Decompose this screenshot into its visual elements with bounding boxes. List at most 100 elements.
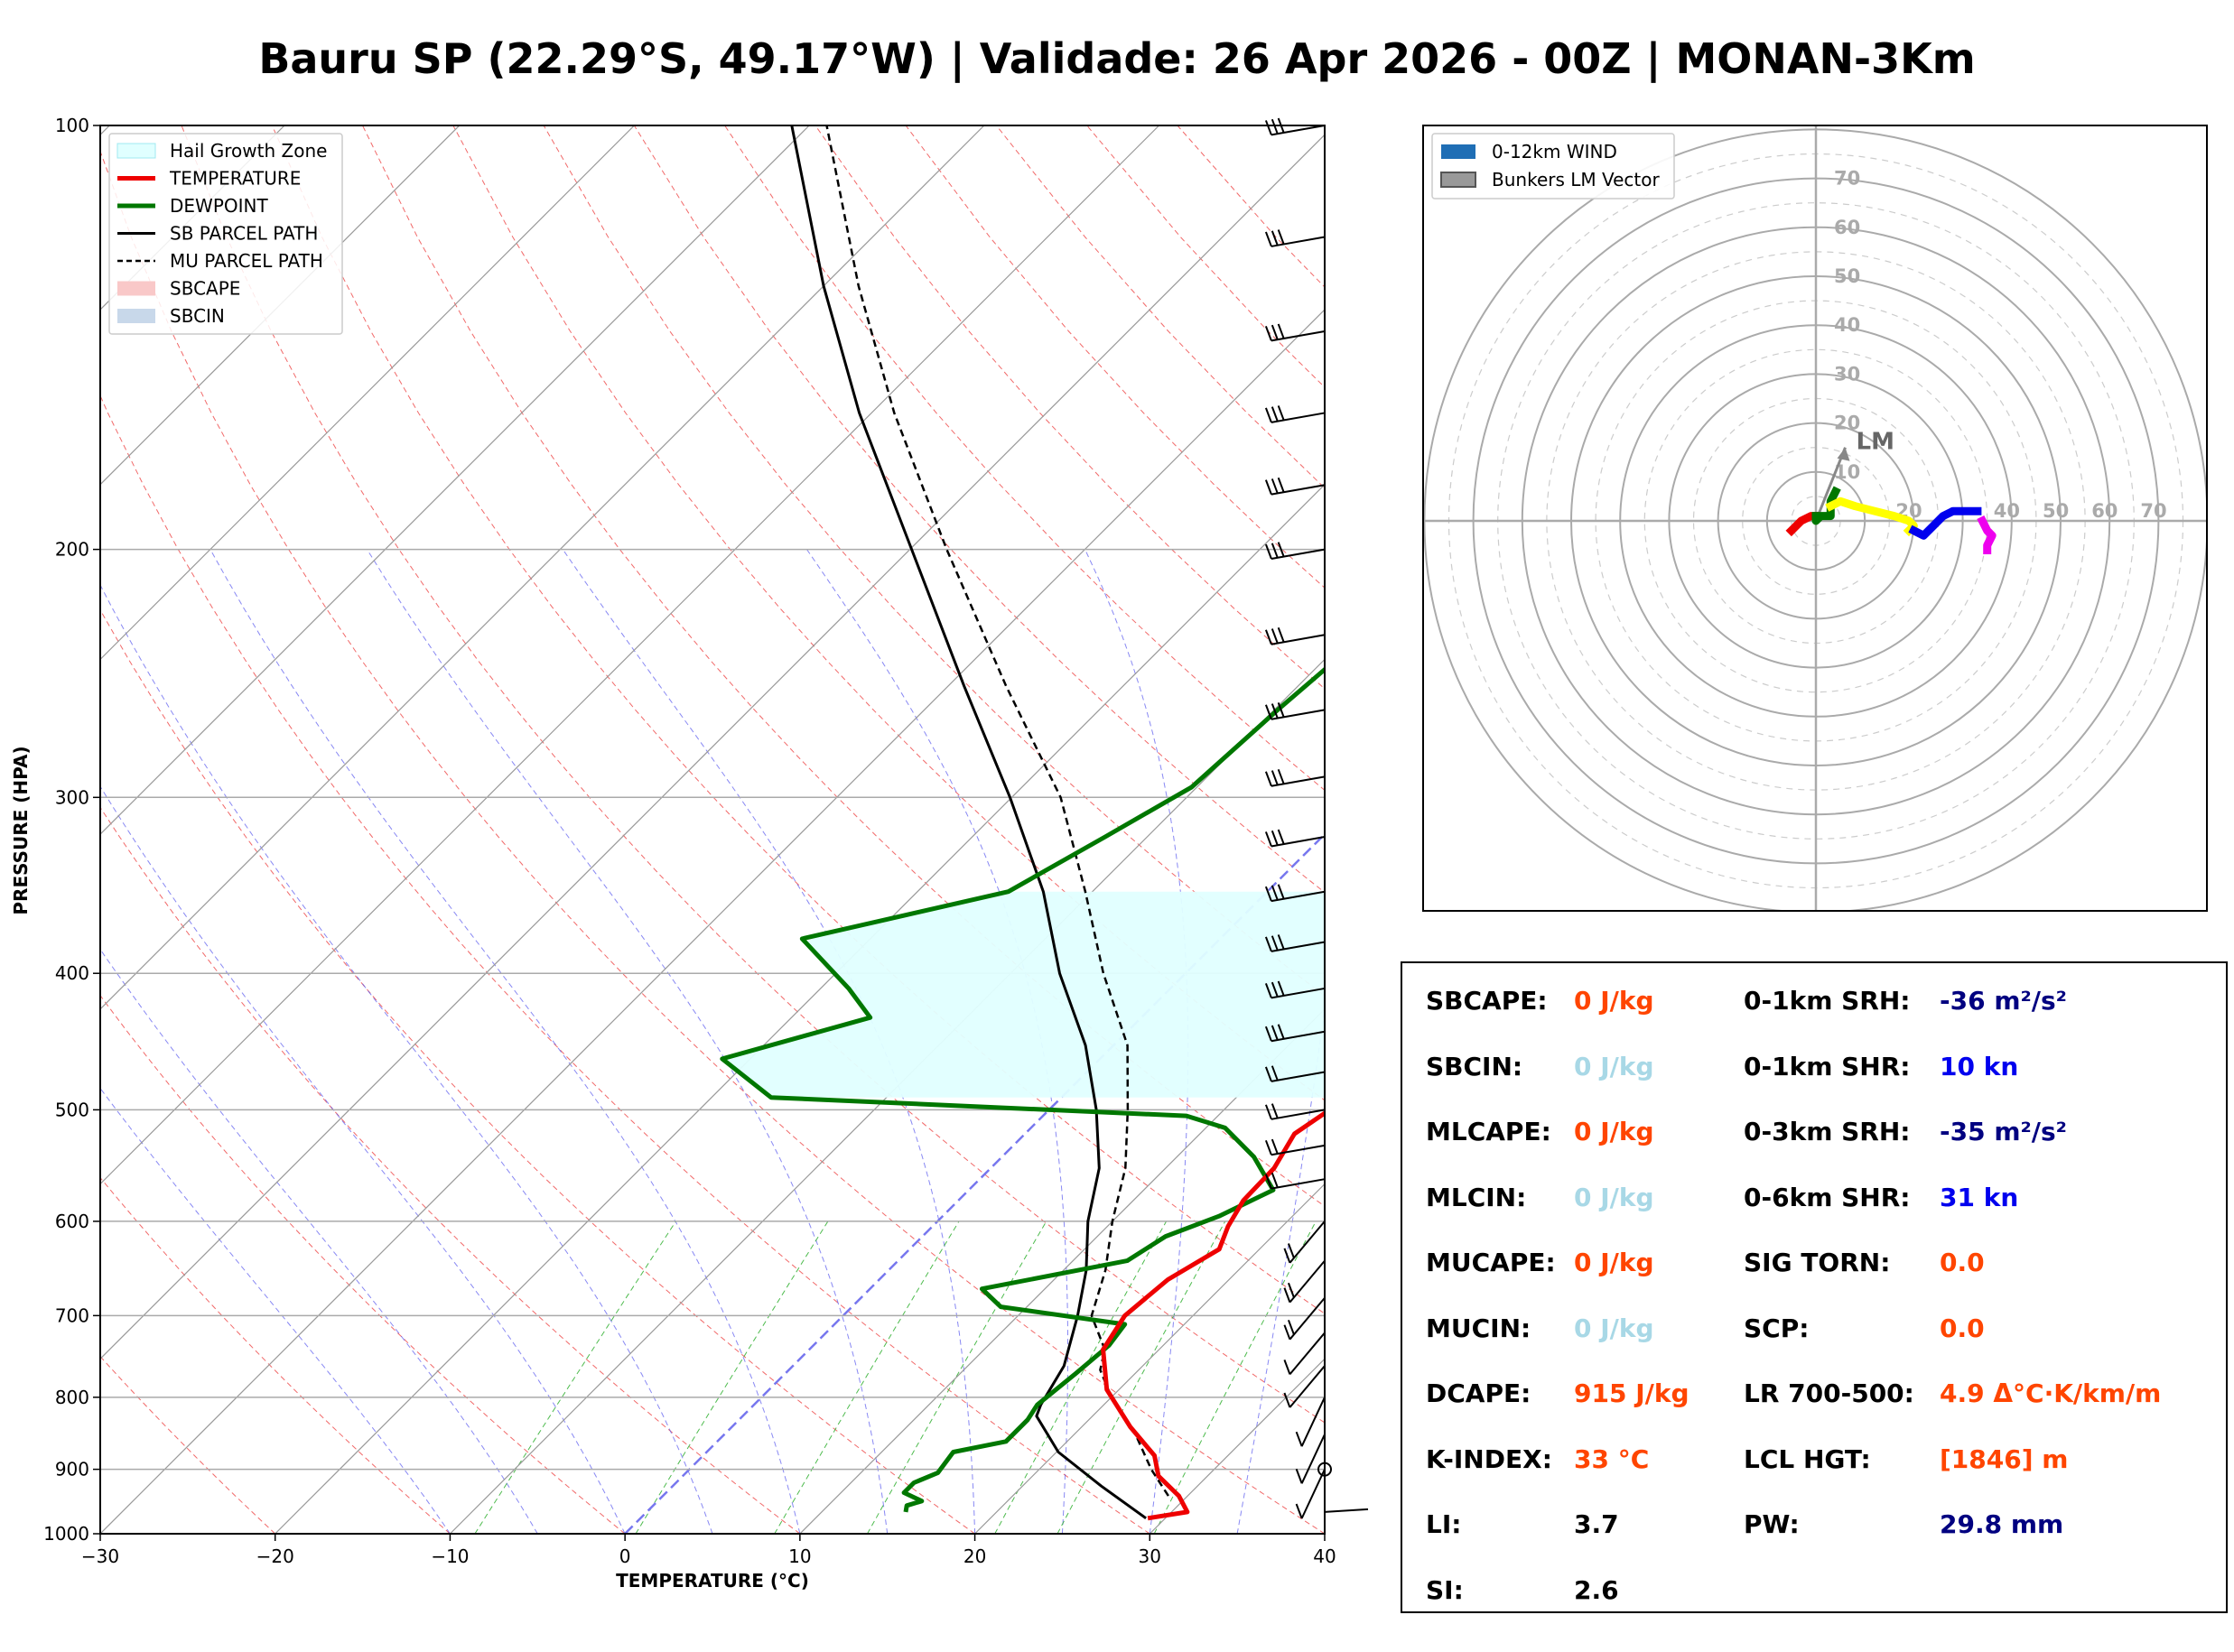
- wind-barb-flag: [1295, 1468, 1303, 1484]
- wind-barb: [1271, 1030, 1326, 1043]
- wind-barb-flag: [1264, 886, 1272, 902]
- wind-barb-flag: [1264, 1026, 1272, 1042]
- hodo-segment: [1977, 515, 1997, 554]
- wind-barb-flag: [1271, 628, 1279, 644]
- hodo-ring-label: 50: [1834, 265, 1860, 287]
- wind-barb-flag: [1264, 1139, 1272, 1155]
- left-label: MLCAPE:: [1426, 1117, 1551, 1146]
- y-tick-label: 300: [55, 786, 89, 808]
- right-label: 0-1km SHR:: [1744, 1051, 1911, 1081]
- y-tick-label: 700: [55, 1304, 89, 1326]
- mixing-ratio-line: [635, 1220, 829, 1534]
- mixing-ratio-line: [774, 1220, 960, 1534]
- wind-barb-flag: [1271, 935, 1279, 951]
- wind-barb: [1300, 1397, 1326, 1447]
- wind-barb-flag: [1264, 231, 1272, 247]
- wind-barb-flag: [1277, 980, 1285, 997]
- y-tick-label: 900: [55, 1459, 89, 1480]
- dry-adiabat: [100, 1176, 451, 1534]
- wind-barb: [1300, 1434, 1326, 1484]
- isotherm: [450, 658, 1325, 1534]
- x-tick-label: 10: [788, 1545, 811, 1567]
- legend-label: SBCIN: [170, 305, 225, 327]
- right-value: -36 m²/s²: [1940, 986, 2067, 1016]
- hodo-ring-label: 30: [1834, 363, 1860, 385]
- hodo-ring-label: 60: [2091, 500, 2118, 522]
- right-label: SCP:: [1744, 1313, 1810, 1343]
- wind-barb-flag: [1271, 770, 1279, 785]
- wind-barb-flag: [1277, 934, 1285, 950]
- hodo-ring-label: 60: [1834, 217, 1860, 238]
- mu-parcel-path: [825, 125, 1169, 1497]
- wind-barb-flag: [1295, 1431, 1303, 1447]
- legend-swatch: [1441, 144, 1475, 159]
- wind-barb-flag: [1295, 1503, 1303, 1519]
- left-value: 33 °C: [1574, 1443, 1650, 1474]
- wind-barb: [1271, 890, 1326, 903]
- wind-barb: [1271, 1109, 1326, 1120]
- wind-barb-flag: [1277, 768, 1285, 784]
- left-label: DCAPE:: [1426, 1378, 1531, 1408]
- wind-barb-flag: [1283, 1248, 1291, 1264]
- legend-label: SBCAPE: [170, 278, 240, 300]
- y-tick-label: 100: [55, 115, 89, 136]
- left-label: MUCIN:: [1426, 1313, 1531, 1343]
- wind-barb: [1271, 709, 1326, 720]
- isotherm: [100, 134, 1325, 1360]
- lm-vector-head: [1837, 447, 1850, 461]
- hodograph-legend: 0-12km WIND Bunkers LM Vector: [1431, 133, 1675, 200]
- right-value: 0.0: [1940, 1313, 1985, 1343]
- wind-barb-flag: [1277, 229, 1285, 245]
- dry-adiabat: [100, 806, 801, 1534]
- calm-wind-circle: [1317, 1462, 1332, 1477]
- wind-barb-flag: [1264, 629, 1272, 645]
- legend-swatch: [117, 281, 155, 296]
- left-value: 0 J/kg: [1574, 1117, 1654, 1146]
- wind-barb-flag: [1264, 543, 1272, 560]
- right-label: 0-3km SRH:: [1744, 1117, 1911, 1146]
- right-value: [1846] m: [1940, 1443, 2069, 1474]
- y-tick-label: 600: [55, 1211, 89, 1232]
- x-tick-label: −10: [431, 1545, 469, 1567]
- x-tick-label: 0: [619, 1545, 631, 1567]
- parameters-panel: SBCAPE: 0 J/kg SBCIN: 0 J/kg MLCAPE: 0 J/kg ML…: [1401, 961, 2228, 1613]
- x-axis-label: TEMPERATURE (°C): [616, 1570, 809, 1592]
- left-label: SBCIN:: [1426, 1051, 1523, 1081]
- legend-label: DEWPOINT: [170, 195, 268, 217]
- wind-barb-flag: [1277, 701, 1285, 718]
- wind-barb-flag: [1277, 1024, 1285, 1040]
- dry-adiabat: [452, 125, 1325, 1101]
- x-tick-label: 20: [963, 1545, 986, 1567]
- wind-barb-flag: [1271, 1025, 1279, 1041]
- wind-barb-flag: [1264, 1104, 1272, 1120]
- temperature-line: [1101, 1110, 1325, 1521]
- legend-label: Hail Growth Zone: [170, 140, 327, 162]
- x-tick-label: 40: [1313, 1545, 1336, 1567]
- x-tick-label: 30: [1139, 1545, 1161, 1567]
- isotherm: [100, 125, 285, 311]
- wind-barb: [1271, 775, 1326, 787]
- left-value: 3.7: [1574, 1509, 1619, 1539]
- left-value: 0 J/kg: [1574, 1248, 1654, 1277]
- wind-barb: [1289, 1297, 1326, 1341]
- wind-barb-flag: [1264, 326, 1272, 341]
- y-tick-label: 500: [55, 1099, 89, 1120]
- y-tick-label: 200: [55, 539, 89, 561]
- wind-barb: [1271, 484, 1326, 496]
- moist-adiabat: [562, 549, 976, 1534]
- wind-barb: [1271, 941, 1326, 952]
- wind-barb-flag: [1283, 1360, 1291, 1375]
- right-value: 0.0: [1940, 1248, 1985, 1277]
- wind-barb-flag: [1287, 1319, 1295, 1335]
- wind-barb-flag: [1264, 407, 1272, 423]
- isotherm: [275, 483, 1325, 1534]
- hodo-ring-label: 50: [2043, 500, 2069, 522]
- dry-adiabat: [814, 125, 1325, 690]
- left-value: 915 J/kg: [1574, 1378, 1689, 1408]
- left-label: MLCIN:: [1426, 1182, 1527, 1212]
- isotherm: [100, 125, 1159, 1185]
- right-label: PW:: [1744, 1509, 1800, 1539]
- isotherm: [799, 1008, 1325, 1534]
- wind-barb-flag: [1277, 477, 1285, 493]
- left-value: 2.6: [1574, 1574, 1619, 1605]
